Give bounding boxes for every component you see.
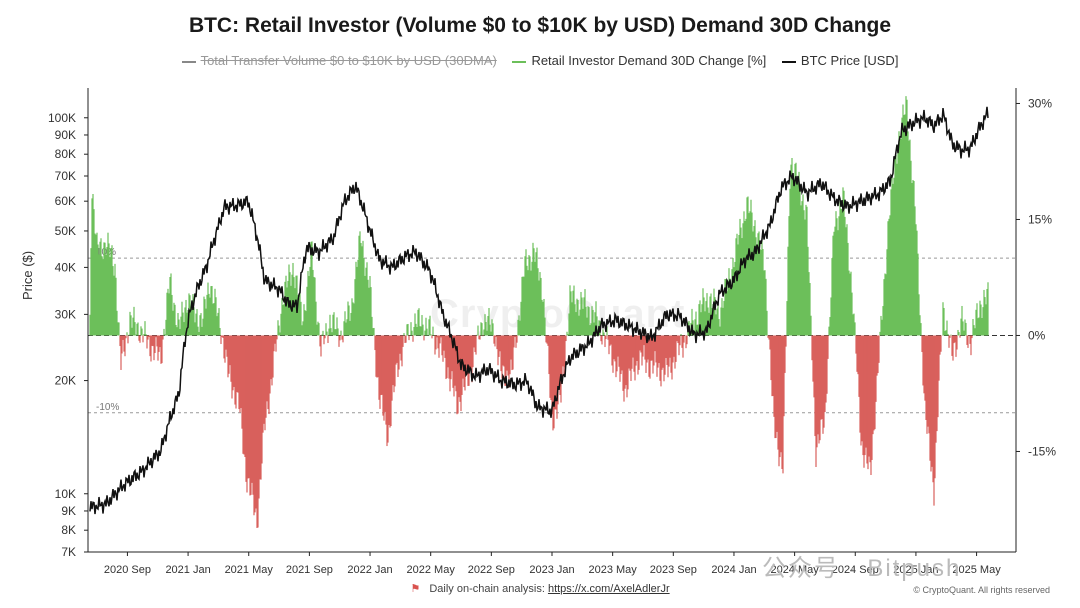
footer-text: Daily on-chain analysis: [429,583,545,595]
btc-price-line [89,106,989,515]
x-tick-label: 2024 Sep [832,564,879,576]
legend-item-retail-demand[interactable]: Retail Investor Demand 30D Change [%] [512,53,766,68]
y-left-tick-label: 100K [48,111,76,125]
x-tick-label: 2022 May [407,564,456,576]
x-tick-label: 2022 Sep [468,564,515,576]
y-left-tick-label: 7K [61,545,76,559]
x-tick-label: 2022 Jan [347,564,392,576]
x-tick-label: 2021 Sep [286,564,333,576]
legend-item-btc-price[interactable]: BTC Price [USD] [781,53,899,69]
footer: ⚑ Daily on-chain analysis: https://x.com… [0,582,1080,595]
y-left-tick-label: 8K [61,523,76,537]
x-tick-label: 2025 May [952,564,1001,576]
y-right-tick-label: 15% [1028,212,1052,226]
y-left-tick-label: 70K [55,169,76,183]
y-right-tick-label: 0% [1028,328,1046,342]
y-left-tick-label: 60K [55,194,76,208]
legend-item-total-transfer-volume[interactable]: Total Transfer Volume $0 to $10K by USD … [181,53,497,69]
reference-line-label: 10% [96,247,116,258]
wechat-watermark: 公众号 · Bitpush [762,555,962,582]
y-right-tick-label: 30% [1028,96,1052,110]
y-left-tick-label: 50K [55,224,76,238]
btc-price-series [89,106,989,515]
y-right-tick-label: -15% [1028,444,1056,458]
y-left-tick-label: 10K [55,487,76,501]
chart-title: BTC: Retail Investor (Volume $0 to $10K … [188,14,892,37]
x-tick-label: 2023 May [588,564,637,576]
reference-line-label: -10% [96,402,119,413]
x-tick-label: 2024 May [770,564,819,576]
y-left-tick-label: 20K [55,374,76,388]
x-tick-label: 2020 Sep [104,564,151,576]
y-left-tick-label: 30K [55,307,76,321]
x-tick-label: 2025 Jan [893,564,938,576]
retail-demand-series [89,96,989,529]
x-tick-label: 2024 Jan [711,564,756,576]
y-left-tick-label: 80K [55,147,76,161]
legend-label: Total Transfer Volume $0 to $10K by USD … [200,53,497,69]
axes: 100K 90K 80K 70K 60K 50K 40K 30K 20K 10K 9K 8K 7K 30%… [48,88,1056,576]
y-left-tick-label: 90K [55,128,76,142]
x-tick-label: 2021 May [225,564,274,576]
copyright: © CryptoQuant. All rights reserved [913,585,1050,595]
legend-label: Retail Investor Demand 30D Change [%] [531,53,767,69]
flag-icon: ⚑ [410,583,421,595]
y-left-tick-label: 9K [61,504,76,518]
chart-legend: Total Transfer Volume $0 to $10K by USD … [0,52,1080,68]
x-tick-label: 2023 Jan [529,564,574,576]
x-tick-label: 2021 Jan [165,564,210,576]
legend-label: BTC Price [USD] [800,53,899,69]
footer-link[interactable]: https://x.com/AxelAdlerJr [547,583,670,595]
y-left-tick-label: 40K [55,260,76,274]
x-tick-label: 2023 Sep [650,564,697,576]
